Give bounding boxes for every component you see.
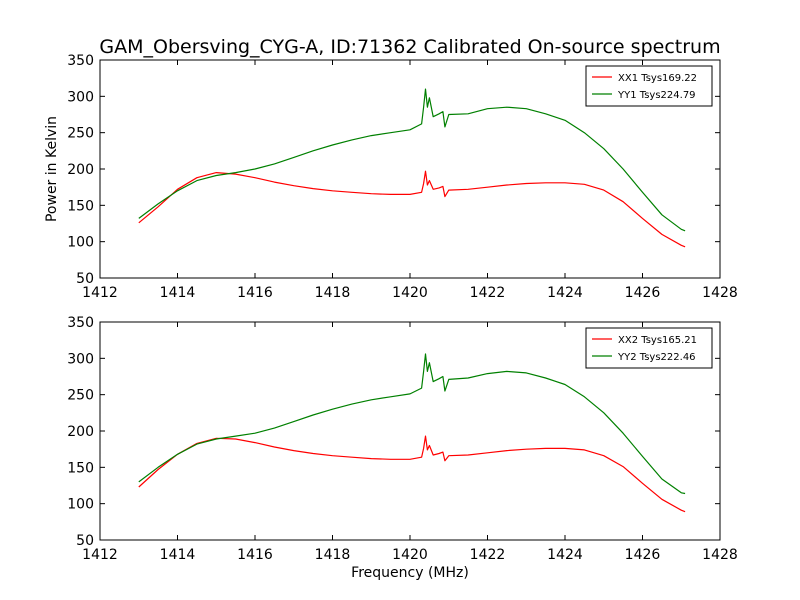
y-axis-label: Power in Kelvin [44, 116, 60, 222]
x-tick-label: 1428 [702, 285, 738, 301]
y-tick-label: 250 [67, 126, 94, 142]
y-tick-label: 350 [67, 315, 94, 331]
y-tick-label: 150 [67, 460, 94, 476]
x-tick-label: 1416 [237, 547, 273, 563]
y-tick-label: 150 [67, 198, 94, 214]
x-tick-label: 1414 [160, 547, 196, 563]
legend-box [585, 327, 713, 369]
series-line-1-2 [138, 88, 686, 232]
y-tick-label: 200 [67, 162, 94, 178]
legend-entry: XX1 Tsys169.22 [618, 73, 697, 84]
y-tick-label: 100 [67, 235, 94, 251]
chart-panel-1: 1412 1414 1416 1418 1420 1422 1424 1426 1428 50 10… [44, 53, 738, 301]
y-tick-label: 300 [67, 89, 94, 105]
y-tick-label: 300 [67, 351, 94, 367]
x-tick-label: 1412 [82, 285, 118, 301]
x-tick-label: 1426 [625, 285, 661, 301]
x-tick-label: 1426 [625, 547, 661, 563]
series-line-1-1 [138, 170, 686, 248]
x-tick-label: 1412 [82, 547, 118, 563]
figure-title: GAM_Obersving_CYG-A, ID:71362 Calibrated… [99, 36, 720, 58]
y-tick-label: 50 [76, 271, 94, 287]
y-tick-label: 250 [67, 388, 94, 404]
legend-1: XX1 Tsys169.22 YY1 Tsys224.79 [585, 65, 713, 107]
x-tick-label: 1418 [315, 547, 351, 563]
y-tick-label: 350 [67, 53, 94, 69]
y-tick-label: 100 [67, 497, 94, 513]
legend-entry: XX2 Tsys165.21 [618, 335, 697, 346]
series-line-2-1 [138, 435, 686, 513]
x-tick-label: 1416 [237, 285, 273, 301]
legend-entry: YY1 Tsys224.79 [617, 90, 696, 101]
x-tick-label: 1414 [160, 285, 196, 301]
legend-entry: YY2 Tsys222.46 [617, 352, 696, 363]
legend-box [585, 65, 713, 107]
series-line-2-2 [138, 353, 686, 495]
x-tick-label: 1422 [470, 547, 506, 563]
x-tick-label: 1420 [392, 285, 428, 301]
x-tick-label: 1422 [470, 285, 506, 301]
x-tick-label: 1424 [547, 547, 583, 563]
legend-2: XX2 Tsys165.21 YY2 Tsys222.46 [585, 327, 713, 369]
y-tick-label: 200 [67, 424, 94, 440]
x-tick-label: 1420 [392, 547, 428, 563]
chart-panel-2: 1412 1414 1416 1418 1420 1422 1424 1426 1428 50 10… [67, 315, 738, 581]
x-tick-label: 1424 [547, 285, 583, 301]
y-tick-label: 50 [76, 533, 94, 549]
chart-panels: 1412 1414 1416 1418 1420 1422 1424 1426 1428 50 10… [44, 53, 738, 581]
x-axis-label: Frequency (MHz) [351, 565, 469, 581]
x-tick-label: 1418 [315, 285, 351, 301]
x-tick-label: 1428 [702, 547, 738, 563]
